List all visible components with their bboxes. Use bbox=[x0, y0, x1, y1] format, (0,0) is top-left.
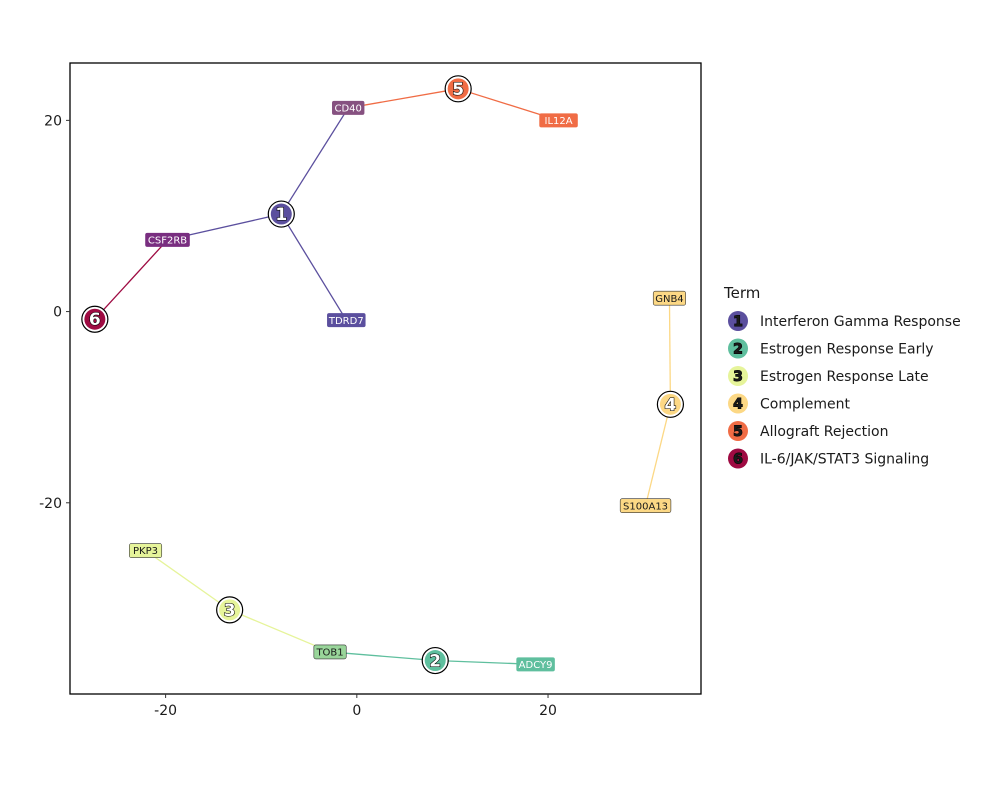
network-edge bbox=[280, 213, 347, 321]
gene-label-text: TDRD7 bbox=[328, 316, 364, 327]
term-hub-number: 6 bbox=[89, 310, 101, 330]
term-hub-node: 2 bbox=[421, 646, 449, 675]
plot-area: -20 0 20 -20 0 20 CD40 IL12A CSF2RB TDRD7 GNB4 S100… bbox=[39, 62, 702, 719]
network-edge bbox=[644, 404, 672, 506]
legend-key-circle bbox=[728, 421, 748, 441]
term-hub-fill bbox=[424, 650, 446, 672]
gene-label-box bbox=[129, 543, 163, 558]
term-hub-fill bbox=[659, 393, 681, 415]
hubs-layer: 1 2 3 4 5 6 bbox=[81, 75, 685, 675]
network-edge bbox=[145, 550, 231, 611]
x-tick-label: -20 bbox=[154, 703, 177, 719]
gene-label-text: ADCY9 bbox=[519, 660, 553, 671]
legend-entry-label: Interferon Gamma Response bbox=[760, 314, 961, 330]
gene-label: CSF2RB bbox=[145, 232, 190, 247]
term-hub-fill bbox=[447, 78, 469, 100]
gene-label-box bbox=[516, 657, 555, 672]
legend-key-circle bbox=[728, 448, 748, 469]
network-edge bbox=[229, 609, 331, 653]
legend-key-circle bbox=[728, 311, 748, 331]
y-tick-label: 0 bbox=[53, 305, 62, 321]
legend-key-number: 3 bbox=[733, 369, 743, 385]
gene-label-text: TOB1 bbox=[315, 648, 343, 659]
gene-label-box bbox=[313, 644, 347, 660]
legend-entry-label: Estrogen Response Late bbox=[760, 369, 929, 385]
gene-label: GNB4 bbox=[652, 290, 686, 306]
gene-label-text: CSF2RB bbox=[148, 235, 187, 246]
term-hub-fill bbox=[270, 203, 292, 225]
term-hub-node: 6 bbox=[81, 305, 109, 333]
gene-label-box bbox=[652, 290, 686, 306]
term-hub-fill bbox=[219, 599, 241, 621]
gene-label-box bbox=[619, 498, 672, 513]
gene-label: ADCY9 bbox=[516, 657, 555, 672]
term-hub-node: 4 bbox=[656, 390, 685, 418]
legend-entry-label: Allograft Rejection bbox=[760, 424, 889, 440]
gene-label-text: IL12A bbox=[545, 116, 573, 127]
gene-label: IL12A bbox=[539, 113, 578, 128]
y-tick-label: -20 bbox=[39, 496, 62, 512]
gene-label: TDRD7 bbox=[327, 313, 366, 328]
network-edge bbox=[329, 651, 436, 662]
legend-key-number: 6 bbox=[733, 452, 743, 468]
term-hub-node: 3 bbox=[216, 596, 244, 624]
x-tick-label: 0 bbox=[352, 703, 361, 719]
term-hub-fill bbox=[84, 308, 106, 330]
gene-label: CD40 bbox=[332, 100, 365, 115]
legend-entry: 1 Interferon Gamma Response bbox=[728, 311, 961, 331]
term-hub-number: 2 bbox=[429, 652, 441, 672]
legend-key-circle bbox=[728, 366, 748, 386]
legend-entry: 2 Estrogen Response Early bbox=[728, 338, 934, 359]
legend-entry-label: Complement bbox=[760, 397, 850, 413]
legend-key-circle bbox=[728, 393, 748, 414]
gene-label-text: CD40 bbox=[335, 104, 362, 115]
legend-entry-label: Estrogen Response Early bbox=[760, 342, 934, 358]
gene-label: TOB1 bbox=[313, 644, 347, 660]
gene-label-box bbox=[327, 313, 366, 328]
legend-key-number: 4 bbox=[733, 397, 743, 413]
network-edge bbox=[280, 107, 349, 215]
gene-label-text: PKP3 bbox=[133, 546, 158, 557]
legend: Term 1 Interferon Gamma Response 2 Estrogen… bbox=[723, 284, 961, 469]
legend-key-number: 2 bbox=[733, 342, 743, 358]
term-hub-number: 1 bbox=[275, 205, 287, 225]
term-hub-number: 4 bbox=[664, 395, 676, 415]
gene-label-box bbox=[332, 100, 365, 115]
legend-entry: 4 Complement bbox=[728, 393, 850, 414]
x-tick-label: 20 bbox=[539, 703, 557, 719]
plot-panel-border bbox=[69, 62, 702, 695]
gene-label: PKP3 bbox=[129, 543, 163, 558]
term-hub-node: 1 bbox=[267, 200, 295, 228]
term-hub-number: 5 bbox=[452, 80, 464, 100]
legend-entry: 6 IL-6/JAK/STAT3 Signaling bbox=[728, 448, 929, 469]
y-tick-label: 20 bbox=[44, 113, 62, 129]
legend-entry: 5 Allograft Rejection bbox=[728, 421, 889, 441]
legend-entry-label: IL-6/JAK/STAT3 Signaling bbox=[760, 452, 929, 468]
network-edge bbox=[348, 88, 459, 109]
legend-key-number: 1 bbox=[733, 314, 743, 330]
network-edge bbox=[668, 298, 672, 405]
network-edge bbox=[94, 239, 168, 320]
term-hub-number: 3 bbox=[224, 601, 236, 621]
legend-entry: 3 Estrogen Response Late bbox=[728, 366, 929, 386]
term-hub-node: 5 bbox=[444, 75, 472, 103]
genes-layer: CD40 IL12A CSF2RB TDRD7 GNB4 S100A13 PKP3 TOB1 A… bbox=[129, 100, 686, 672]
legend-key-number: 5 bbox=[733, 424, 743, 440]
legend-title: Term bbox=[723, 284, 760, 302]
gene-label-box bbox=[145, 232, 190, 247]
gene-label-text: S100A13 bbox=[623, 501, 668, 512]
legend-key-circle bbox=[728, 338, 748, 359]
gene-label-box bbox=[539, 113, 578, 128]
gene-label: S100A13 bbox=[619, 498, 672, 513]
gene-label-text: GNB4 bbox=[655, 294, 683, 305]
